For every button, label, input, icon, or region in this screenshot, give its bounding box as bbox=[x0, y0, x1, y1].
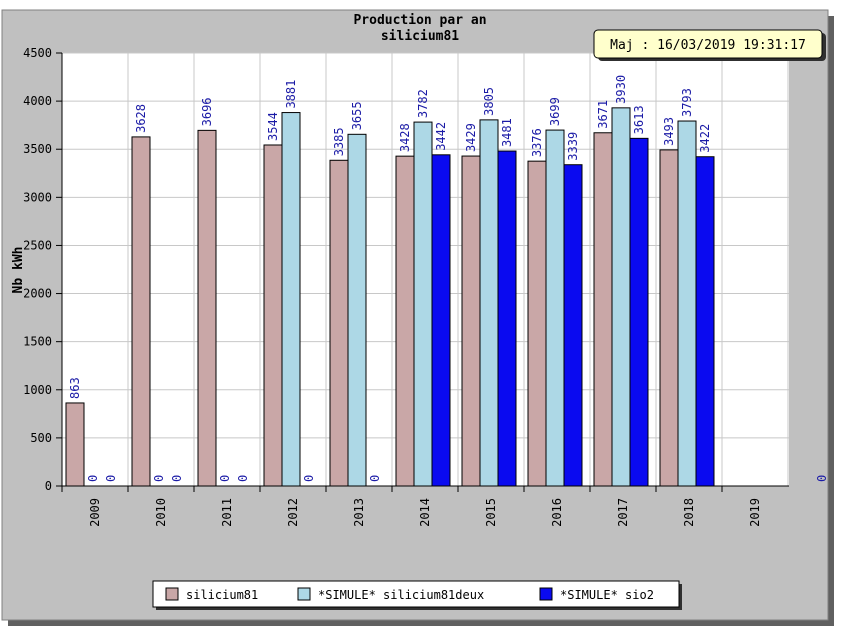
bar-value-label: 3442 bbox=[434, 122, 448, 151]
bar bbox=[497, 150, 517, 487]
bar bbox=[65, 402, 85, 487]
y-tick-label: 500 bbox=[30, 431, 52, 445]
y-axis-label: Nb kWh bbox=[11, 247, 26, 294]
bar bbox=[413, 121, 433, 487]
y-tick-label: 2000 bbox=[23, 287, 52, 301]
bar bbox=[281, 112, 301, 487]
legend-swatch bbox=[297, 587, 311, 601]
bar-value-label: 0 bbox=[218, 475, 232, 482]
bar-value-label: 3782 bbox=[416, 89, 430, 118]
bar bbox=[611, 107, 631, 487]
bar bbox=[563, 164, 583, 487]
bar-value-label: 0 bbox=[236, 475, 250, 482]
bar-value-label: 3339 bbox=[566, 132, 580, 161]
bar-value-label: 3493 bbox=[662, 117, 676, 146]
bar-value-label: 0 bbox=[86, 475, 100, 482]
bar-value-label: 3428 bbox=[398, 123, 412, 152]
bar-value-label: 3613 bbox=[632, 105, 646, 134]
bar bbox=[329, 159, 349, 487]
bar bbox=[395, 155, 415, 487]
legend-label: *SIMULE* silicium81deux bbox=[318, 588, 484, 602]
bar-value-label: 3696 bbox=[200, 97, 214, 126]
x-tick-label: 2013 bbox=[352, 498, 366, 527]
bar bbox=[593, 132, 613, 487]
x-tick-label: 2016 bbox=[550, 498, 564, 527]
bar bbox=[461, 155, 481, 487]
x-tick-label: 2011 bbox=[220, 498, 234, 527]
bar bbox=[545, 129, 565, 487]
y-tick-label: 4500 bbox=[23, 46, 52, 60]
x-tick-label: 2015 bbox=[484, 498, 498, 527]
extra-zero-label: 0 bbox=[815, 475, 829, 482]
legend: silicium81 *SIMULE* silicium81deux *SIMULE… bbox=[152, 580, 682, 610]
y-tick-label: 4000 bbox=[23, 94, 52, 108]
bar-value-label: 3544 bbox=[266, 112, 280, 141]
bar-value-label: 0 bbox=[152, 475, 166, 482]
legend-label: *SIMULE* sio2 bbox=[560, 588, 654, 602]
bar-value-label: 0 bbox=[104, 475, 118, 482]
bar bbox=[629, 137, 649, 487]
bar-value-label: 0 bbox=[368, 475, 382, 482]
bar-value-label: 863 bbox=[68, 377, 82, 399]
axes: 0 500 1000 1500 2000 2500 3000 3500 4000 4500 2009… bbox=[23, 46, 789, 527]
x-tick-label: 2012 bbox=[286, 498, 300, 527]
x-tick-label: 2018 bbox=[682, 498, 696, 527]
bar bbox=[677, 120, 697, 487]
bar-value-label: 3655 bbox=[350, 101, 364, 130]
x-tick-label: 2010 bbox=[154, 498, 168, 527]
y-tick-label: 1500 bbox=[23, 335, 52, 349]
bar-value-label: 3881 bbox=[284, 80, 298, 109]
bar-value-label: 3481 bbox=[500, 118, 514, 147]
legend-swatch bbox=[165, 587, 179, 601]
bar-value-label: 3628 bbox=[134, 104, 148, 133]
legend-label: silicium81 bbox=[186, 588, 258, 602]
x-tick-label: 2014 bbox=[418, 498, 432, 527]
update-timestamp: Maj : 16/03/2019 19:31:17 bbox=[610, 38, 806, 53]
x-tick-label: 2019 bbox=[748, 498, 762, 527]
legend-swatch bbox=[539, 587, 553, 601]
bar-value-label: 3805 bbox=[482, 87, 496, 116]
bar-value-label: 3699 bbox=[548, 97, 562, 126]
y-tick-label: 0 bbox=[45, 479, 52, 493]
y-tick-label: 1000 bbox=[23, 383, 52, 397]
bar bbox=[695, 156, 715, 487]
bar bbox=[479, 119, 499, 487]
bar bbox=[197, 129, 217, 487]
bar-value-label: 3429 bbox=[464, 123, 478, 152]
bar-value-label: 3422 bbox=[698, 124, 712, 153]
y-tick-label: 3500 bbox=[23, 142, 52, 156]
bars bbox=[65, 107, 715, 487]
x-tick-label: 2017 bbox=[616, 498, 630, 527]
bar bbox=[347, 133, 367, 487]
bar bbox=[659, 149, 679, 487]
bar-value-label: 0 bbox=[302, 475, 316, 482]
y-tick-label: 2500 bbox=[23, 238, 52, 252]
data-labels: 863 3628 3696 3544 3385 3428 3429 3376 3671 3493 0… bbox=[68, 75, 829, 482]
chart-title: Production par an bbox=[353, 13, 486, 28]
y-tick-label: 3000 bbox=[23, 190, 52, 204]
bar-value-label: 3385 bbox=[332, 127, 346, 156]
bar bbox=[263, 144, 283, 487]
update-box: Maj : 16/03/2019 19:31:17 bbox=[593, 29, 826, 61]
chart-subtitle: silicium81 bbox=[381, 29, 459, 44]
bar bbox=[431, 154, 451, 487]
bar-value-label: 0 bbox=[170, 475, 184, 482]
bar-value-label: 3376 bbox=[530, 128, 544, 157]
bar bbox=[131, 136, 151, 487]
x-tick-label: 2009 bbox=[88, 498, 102, 527]
bar-value-label: 3930 bbox=[614, 75, 628, 104]
bar-value-label: 3671 bbox=[596, 100, 610, 129]
bar bbox=[527, 160, 547, 487]
bar-value-label: 3793 bbox=[680, 88, 694, 117]
